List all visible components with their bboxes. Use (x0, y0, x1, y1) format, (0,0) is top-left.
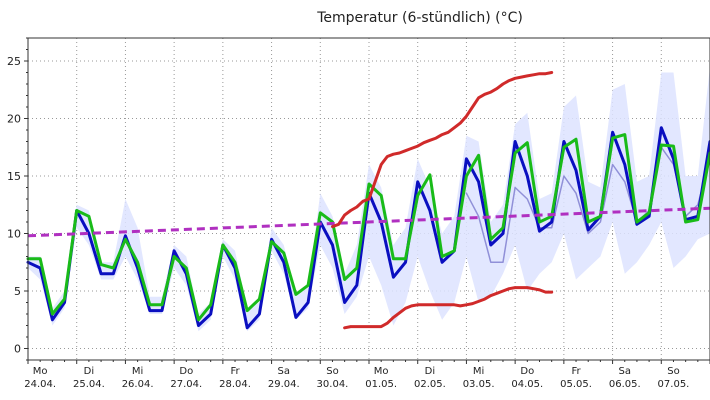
y-tick-label: 15 (7, 170, 21, 183)
x-tick-day: Mi (132, 366, 143, 377)
x-tick-day: Di (425, 366, 435, 377)
chart-title: Temperatur (6-stündlich) (°C) (317, 10, 523, 26)
y-tick-label: 25 (7, 55, 21, 68)
x-tick-date: 01.05. (365, 379, 397, 390)
x-tick-day: Sa (278, 366, 290, 377)
y-tick-label: 20 (7, 113, 21, 126)
x-tick-date: 05.05. (560, 379, 592, 390)
series-line-record-low (343, 286, 554, 330)
x-tick-day: Mo (33, 366, 48, 377)
x-tick-date: 30.04. (317, 379, 349, 390)
x-tick-date: 03.05. (463, 379, 495, 390)
series-line-record-high (331, 71, 554, 229)
x-tick-day: Mi (473, 366, 484, 377)
y-tick-label: 10 (7, 228, 21, 241)
x-tick-date: 25.04. (73, 379, 105, 390)
x-tick-day: So (326, 366, 338, 377)
x-tick-day: Sa (619, 366, 631, 377)
series-line-main-alt (26, 133, 710, 322)
x-tick-day: Do (520, 366, 534, 377)
x-tick-date: 27.04. (170, 379, 202, 390)
x-tick-date: 06.05. (609, 379, 641, 390)
x-tick-date: 07.05. (658, 379, 690, 390)
x-tick-date: 04.05. (511, 379, 543, 390)
x-tick-day: Do (179, 366, 193, 377)
series-line-secondary (465, 146, 710, 264)
x-tick-date: 29.04. (268, 379, 300, 390)
y-tick-label: 0 (14, 343, 21, 356)
x-tick-day: Fr (230, 366, 240, 377)
series-line-climate-mean (27, 206, 710, 238)
x-tick-date: 26.04. (122, 379, 154, 390)
x-axis: Mo 24.04. Di 25.04. Mi 26.04. Do 27.04. Fr 28.04.… (24, 360, 710, 390)
series-layer (26, 71, 710, 330)
plot-frame (27, 37, 710, 361)
x-tick-day: So (667, 366, 679, 377)
x-tick-date: 24.04. (24, 379, 56, 390)
x-tick-day: Fr (571, 366, 581, 377)
y-tick-label: 5 (14, 285, 21, 298)
x-tick-date: 28.04. (219, 379, 251, 390)
x-tick-day: Di (84, 366, 94, 377)
x-tick-date: 02.05. (414, 379, 446, 390)
x-tick-day: Mo (374, 366, 389, 377)
y-axis: 0 5 10 15 20 25 (7, 37, 28, 361)
